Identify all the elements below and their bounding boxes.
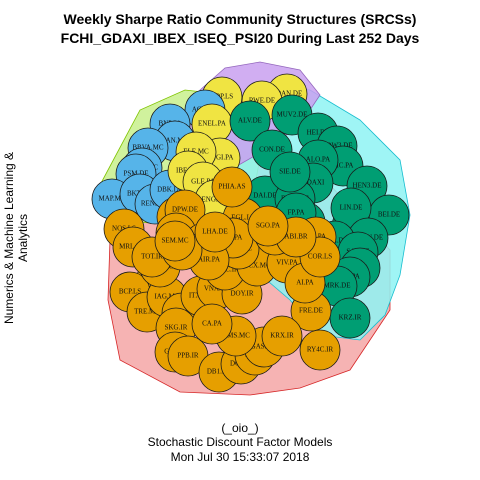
node-label: PSM.DE (123, 170, 148, 178)
node-circle (269, 151, 311, 193)
node-circle (211, 166, 253, 208)
node-label: PHIA.AS (218, 183, 245, 191)
chart-title-line-2: FCHI_GDAXI_IBEX_ISEQ_PSI20 During Last 2… (60, 30, 420, 46)
node-label: BBVA.MC (132, 144, 164, 152)
graph-node: LHA.DE (194, 211, 236, 253)
node-label: KRX.IR (270, 332, 294, 340)
node-label: LHA.DE (202, 228, 227, 236)
node-label: FP.PA (287, 209, 304, 217)
node-label: DAI.DE (253, 192, 277, 200)
node-label: COR.LS (308, 253, 332, 261)
graph-node: SEM.MC (154, 220, 196, 262)
node-label: MC.PA (333, 162, 354, 170)
node-label: ENEL.PA (198, 120, 226, 128)
footer-timestamp: Mon Jul 30 15:33:07 2018 (170, 450, 310, 464)
node-label: SGO.PA (256, 222, 280, 230)
node-label: DPW.DE (172, 206, 198, 214)
node-label: DB1.DE (207, 368, 231, 376)
node-label: CON.DE (259, 146, 285, 154)
graph-node: LIN.DE (330, 187, 372, 229)
node-label: ENG.MC (201, 196, 228, 204)
graph-node: PHIA.AS (211, 166, 253, 208)
node-label: FRE.DE (299, 307, 323, 315)
node-circle (247, 205, 289, 247)
node-label: TOT.IR (141, 253, 163, 261)
node-label: DOY.IR (230, 290, 253, 298)
node-label: EDP.LS (211, 93, 233, 101)
node-label: VIV.PA (276, 259, 298, 267)
graph-node: RY4C.IR (299, 329, 341, 371)
node-circle (191, 303, 233, 345)
node-label: VOW3.DE (321, 142, 352, 150)
node-label: MRL.MC (119, 243, 147, 251)
node-label: SIE.DE (279, 168, 301, 176)
node-label: AI.PA (296, 279, 313, 287)
node-label: MAP.MC (98, 195, 125, 203)
node-label: EOAN.DE (272, 90, 303, 98)
node-label: IAG.MC (154, 293, 179, 301)
node-circle (154, 220, 196, 262)
node-circle (299, 329, 341, 371)
node-label: BEI.DE (378, 211, 400, 219)
node-label: MRK.DE (323, 282, 350, 290)
node-label: GDAXI (302, 179, 325, 187)
node-label: NOS.LS (112, 225, 136, 233)
node-label: HEN3.DE (353, 182, 382, 190)
node-label: MUV2.DE (277, 111, 308, 119)
node-label: BCP.LS (119, 288, 141, 296)
node-label: DBK.DE (157, 186, 183, 194)
node-label: ALO.PA (306, 156, 330, 164)
node-label: PPB.IR (177, 352, 199, 360)
node-label: SAN.MC (162, 137, 189, 145)
node-label: KRZ.IR (339, 314, 362, 322)
node-label: LIN.DE (340, 204, 363, 212)
graph-node: SGO.PA (247, 205, 289, 247)
node-label: ELE.MC (183, 148, 209, 156)
graph-node: KRX.IR (261, 315, 303, 357)
node-label: AMS.MC (222, 332, 250, 340)
node-label: GLE.PA (191, 178, 215, 186)
graph-node: ALV.DE (229, 100, 271, 142)
node-label: ALV.DE (238, 117, 262, 125)
graph-node: KRZ.IR (329, 297, 371, 339)
node-circle (229, 100, 271, 142)
chart-title-line-1: Weekly Sharpe Ratio Community Structures… (63, 11, 417, 27)
node-circle (194, 211, 236, 253)
node-label: ACX.MC (243, 262, 271, 270)
node-label: AIR.PA (198, 256, 220, 264)
node-label: HEI.DE (307, 129, 330, 137)
graph-node: SIE.DE (269, 151, 311, 193)
node-label: SEM.MC (161, 237, 188, 245)
graph-node: CA.PA (191, 303, 233, 345)
footer-model-name: Stochastic Discount Factor Models (147, 435, 333, 449)
node-label: SKG.IR (165, 324, 188, 332)
graph-nodes: EDP.LSEOAN.DERWE.DEACS.MCBNP.PASAN.MCBBV… (91, 73, 410, 393)
node-label: EGL.LS (231, 214, 255, 222)
node-label: ABI.BR (284, 233, 307, 241)
node-label: GAS.MC (251, 343, 278, 351)
node-label: RWE.DE (249, 97, 275, 105)
footer-signature: (_oio_) (221, 421, 259, 435)
node-label: RY4C.IR (307, 346, 334, 354)
node-label: CA.PA (202, 320, 222, 328)
node-label: ENGI.PA (207, 154, 234, 162)
node-circle (261, 315, 303, 357)
node-label: TRE.MC (134, 308, 160, 316)
